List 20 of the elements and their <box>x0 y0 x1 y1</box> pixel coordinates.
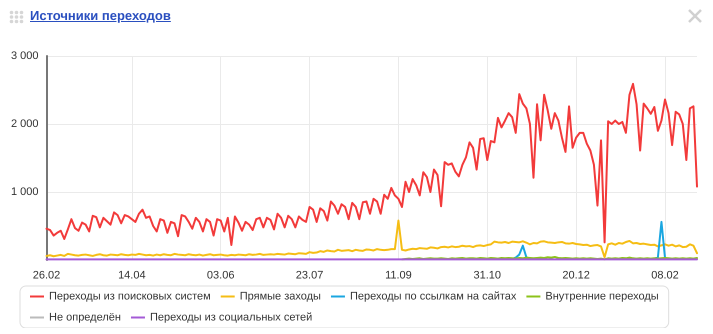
legend-label: Не определён <box>49 312 121 324</box>
x-tick-label: 03.06 <box>206 270 234 282</box>
line-series <box>46 82 698 246</box>
chart-title: Источники переходов <box>30 8 171 23</box>
x-tick-label: 23.07 <box>296 270 324 282</box>
y-tick-label: 3 000 <box>10 50 39 62</box>
x-tick-label: 20.12 <box>562 270 590 282</box>
legend-label: Переходы по ссылкам на сайтах <box>350 290 517 302</box>
y-tick-label: 2 000 <box>10 118 39 130</box>
legend-label: Прямые заходы <box>240 290 322 302</box>
legend-label: Переходы из поисковых систем <box>49 290 211 302</box>
x-tick-label: 11.09 <box>385 270 412 282</box>
x-tick-label: 14.04 <box>118 270 146 282</box>
x-tick-label: 08.02 <box>651 270 679 282</box>
line-series <box>46 220 698 258</box>
x-tick-label: 31.10 <box>474 270 502 282</box>
x-tick-label: 26.02 <box>32 270 60 282</box>
legend-label: Переходы из социальных сетей <box>150 312 312 324</box>
y-tick-label: 1 000 <box>10 186 39 198</box>
legend-label: Внутренние переходы <box>545 290 659 302</box>
